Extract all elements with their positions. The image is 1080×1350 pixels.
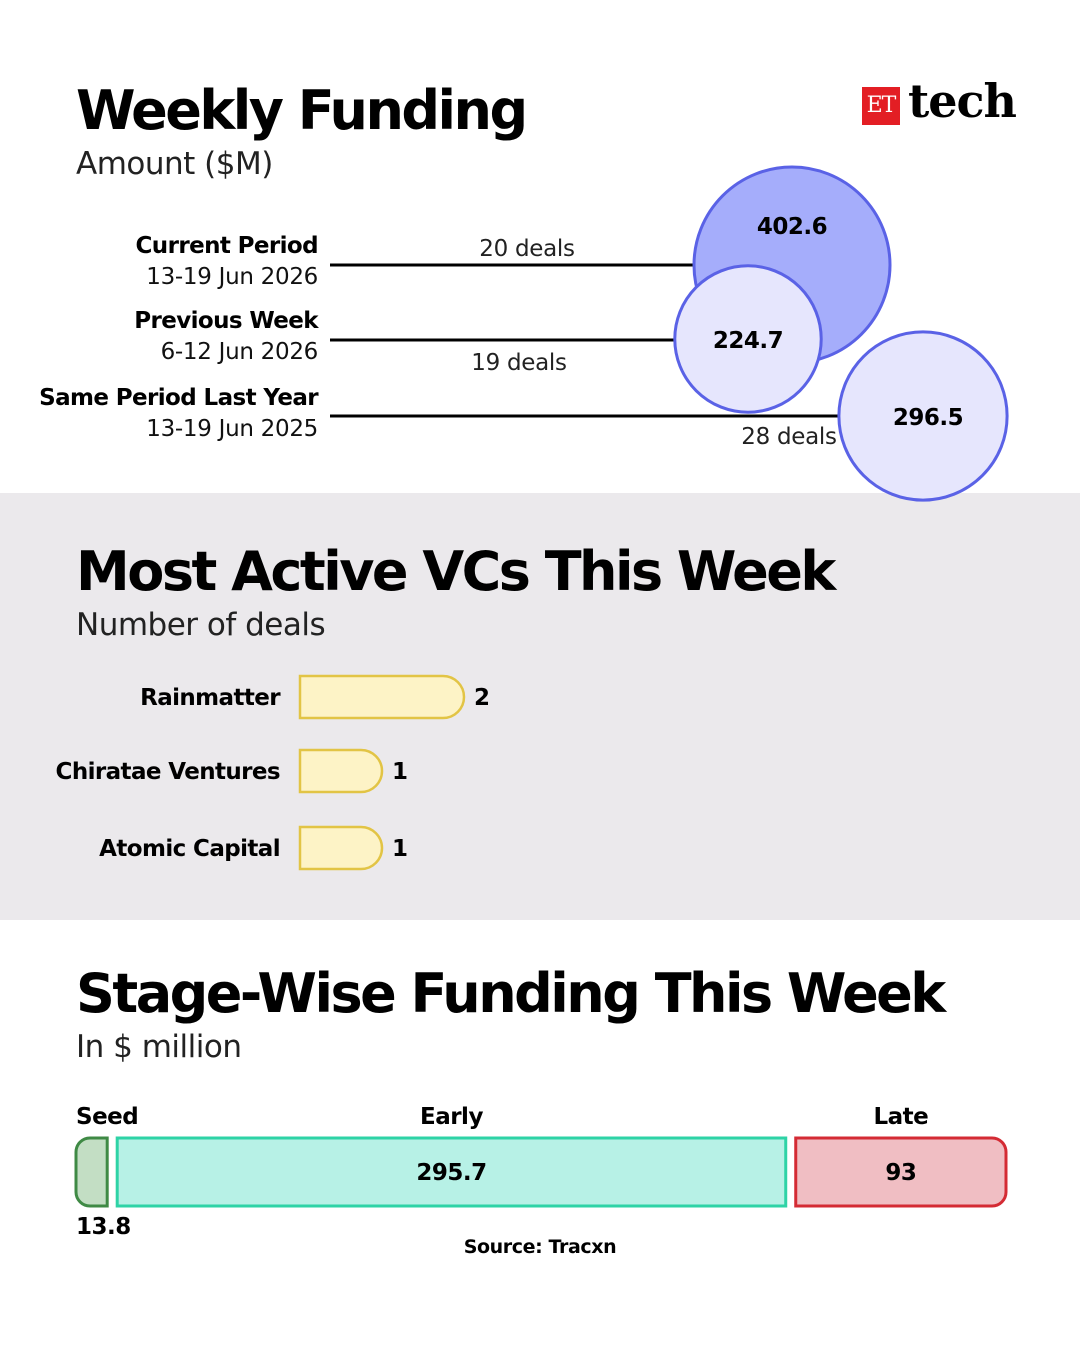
vc-bar-chiratae-ventures xyxy=(298,748,384,794)
most-active-vcs-title: Most Active VCs This Week xyxy=(76,540,836,603)
stage-wise-funding-title: Stage-Wise Funding This Week xyxy=(76,962,946,1025)
vc-label-chiratae-ventures: Chiratae Ventures xyxy=(56,759,280,785)
weekly-funding-title: Weekly Funding xyxy=(76,79,528,142)
same-period-last-year-label: Same Period Last Year xyxy=(39,385,318,411)
et-logo-mark: ET xyxy=(862,87,900,125)
previous-week-value-label: 224.7 xyxy=(713,328,783,354)
current-period-dates: 13-19 Jun 2026 xyxy=(146,264,318,290)
stage-bar-late xyxy=(794,1136,1008,1208)
vc-bar-atomic-capital xyxy=(298,825,384,871)
stage-label-late: Late xyxy=(873,1104,928,1130)
same-period-last-year-deals-label: 28 deals xyxy=(741,424,836,450)
same-period-last-year-value-label: 296.5 xyxy=(893,405,963,431)
et-tech-logo-text: tech xyxy=(908,74,1017,128)
stage-wise-funding-bar-chart: Seed 13.8 Early 295.7 Late 93 xyxy=(74,1104,1008,1240)
vc-label-rainmatter: Rainmatter xyxy=(140,685,281,711)
stage-label-early: Early xyxy=(420,1104,483,1130)
weekly-funding-bubble-chart: 20 deals 19 deals 28 deals 402.6 224.7 296.5 xyxy=(330,165,1009,502)
vc-value-rainmatter: 2 xyxy=(474,685,490,711)
same-period-last-year-bubble xyxy=(837,330,1009,502)
current-period-label: Current Period xyxy=(135,233,319,259)
stage-value-late: 93 xyxy=(885,1160,916,1186)
vc-value-atomic-capital: 1 xyxy=(392,836,408,862)
vc-value-chiratae-ventures: 1 xyxy=(392,759,408,785)
vc-label-atomic-capital: Atomic Capital xyxy=(99,836,280,862)
current-period-value-label: 402.6 xyxy=(757,214,827,240)
stage-bar-early xyxy=(115,1136,788,1208)
stage-bar-seed xyxy=(74,1136,109,1208)
weekly-funding-subtitle: Amount ($M) xyxy=(76,146,273,182)
most-active-vcs-bar-chart: Rainmatter 2 Chiratae Ventures 1 Atomic Capi… xyxy=(56,674,490,871)
current-period-deals-label: 20 deals xyxy=(479,236,574,262)
source-note: Source: Tracxn xyxy=(463,1236,617,1258)
previous-week-bubble xyxy=(673,264,823,414)
most-active-vcs-subtitle: Number of deals xyxy=(76,607,326,643)
stage-wise-funding-subtitle: In $ million xyxy=(76,1029,242,1065)
previous-week-deals-label: 19 deals xyxy=(471,350,566,376)
stage-label-seed: Seed xyxy=(76,1104,138,1130)
previous-week-dates: 6-12 Jun 2026 xyxy=(160,339,319,365)
stage-value-early: 295.7 xyxy=(416,1160,486,1186)
vc-section-background xyxy=(0,493,1080,920)
previous-week-label: Previous Week xyxy=(134,308,318,334)
vc-bar-rainmatter xyxy=(298,674,466,720)
same-period-last-year-dates: 13-19 Jun 2025 xyxy=(146,416,318,442)
stage-value-seed: 13.8 xyxy=(76,1214,131,1240)
